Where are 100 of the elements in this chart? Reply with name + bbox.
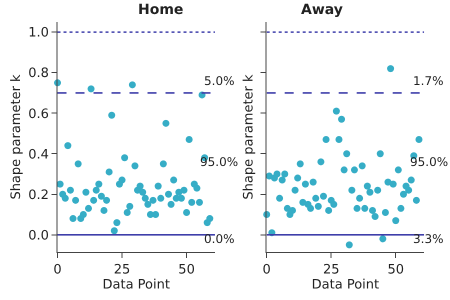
point xyxy=(80,211,87,218)
chart-title: Home xyxy=(138,2,184,18)
point xyxy=(206,215,214,222)
point xyxy=(358,162,366,170)
point xyxy=(294,174,302,182)
point xyxy=(150,196,157,204)
x-tick-label: 0 xyxy=(53,262,62,278)
point xyxy=(310,178,317,186)
x-tick-label: 50 xyxy=(387,262,404,278)
point xyxy=(320,192,327,200)
point xyxy=(90,196,98,204)
point xyxy=(84,204,92,212)
point xyxy=(180,186,188,194)
x-tick-label: 25 xyxy=(114,262,130,278)
point xyxy=(92,186,100,194)
point xyxy=(139,188,146,196)
point xyxy=(136,182,144,190)
y-tick-label: 0.0 xyxy=(28,228,49,244)
x-tick-label: 0 xyxy=(262,262,271,278)
point xyxy=(278,176,286,184)
point xyxy=(118,176,126,184)
point xyxy=(162,120,170,127)
point xyxy=(188,198,196,206)
point xyxy=(168,200,175,208)
point xyxy=(408,176,415,184)
point xyxy=(302,180,309,188)
point xyxy=(400,190,407,198)
point xyxy=(103,196,110,204)
point xyxy=(379,235,386,242)
point xyxy=(412,196,420,204)
annotation: 95.0% xyxy=(410,155,448,169)
point xyxy=(66,186,74,194)
x-tick-label: 50 xyxy=(178,262,195,278)
point xyxy=(307,204,314,212)
point xyxy=(152,211,160,218)
point xyxy=(183,208,190,216)
point xyxy=(121,154,128,162)
point xyxy=(364,182,371,190)
point xyxy=(340,166,348,174)
point xyxy=(314,202,322,210)
point xyxy=(100,206,108,214)
point xyxy=(392,217,400,224)
point xyxy=(387,65,394,72)
y-axis-title: Shape parameter k xyxy=(242,74,257,200)
x-tick-label: 25 xyxy=(322,262,340,278)
point xyxy=(106,168,113,176)
point xyxy=(292,186,299,194)
point xyxy=(289,206,296,214)
point xyxy=(142,194,149,202)
point xyxy=(274,170,281,178)
point xyxy=(390,180,397,188)
point xyxy=(128,81,136,88)
point xyxy=(372,213,379,220)
point xyxy=(72,196,80,204)
point xyxy=(160,160,167,168)
point xyxy=(170,176,178,184)
point xyxy=(369,206,376,214)
y-tick-label: 1.0 xyxy=(28,26,49,41)
point xyxy=(276,194,284,202)
point xyxy=(88,85,95,92)
point xyxy=(405,186,412,194)
point xyxy=(64,142,72,150)
point xyxy=(62,194,69,202)
annotation: 3.3% xyxy=(413,232,444,246)
point xyxy=(124,208,131,216)
point xyxy=(178,194,185,202)
point xyxy=(165,190,172,198)
point xyxy=(186,136,193,144)
annotation: 5.0% xyxy=(204,74,234,88)
annotation: 95.0% xyxy=(200,155,238,169)
point xyxy=(98,192,105,200)
point xyxy=(82,188,90,196)
point xyxy=(335,136,342,144)
point xyxy=(108,112,116,119)
point xyxy=(394,166,402,174)
point xyxy=(382,208,389,216)
point xyxy=(126,202,134,210)
point xyxy=(332,108,340,115)
point xyxy=(330,200,338,208)
point xyxy=(374,186,382,194)
point xyxy=(95,180,102,188)
point xyxy=(366,188,374,196)
point xyxy=(196,198,203,206)
point xyxy=(348,186,356,194)
point xyxy=(157,194,164,202)
point xyxy=(296,160,304,168)
point xyxy=(415,136,422,144)
point xyxy=(113,219,120,226)
y-tick-label: 0.8 xyxy=(28,66,49,82)
y-tick-label: 0.6 xyxy=(28,106,49,122)
point xyxy=(350,166,358,174)
point xyxy=(338,116,346,123)
point xyxy=(70,215,77,222)
point xyxy=(317,158,324,166)
y-tick-label: 0.4 xyxy=(28,147,49,162)
point xyxy=(343,150,350,158)
point xyxy=(397,204,404,212)
point xyxy=(154,182,162,190)
annotation: 1.7% xyxy=(413,74,444,88)
point xyxy=(131,162,138,170)
